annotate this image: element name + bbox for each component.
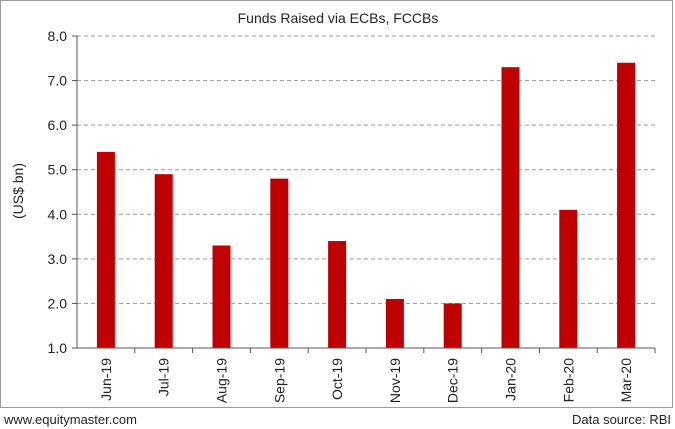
y-tick-label: 1.0: [48, 340, 68, 356]
x-tick-label: Nov-19: [387, 358, 403, 403]
axes: [72, 35, 656, 353]
chart-title: Funds Raised via ECBs, FCCBs: [238, 10, 439, 26]
data-source: Data source: RBI: [572, 412, 671, 427]
y-tick-label: 4.0: [48, 206, 68, 222]
bar-jan-20: [501, 67, 520, 348]
x-tick-label: Mar-20: [618, 358, 634, 403]
bar-dec-19: [443, 303, 462, 348]
bar-feb-20: [559, 209, 578, 348]
y-tick-label: 6.0: [48, 117, 68, 133]
x-tick-label: Jul-19: [156, 358, 172, 396]
x-tick-label: Aug-19: [214, 358, 230, 403]
y-tick-labels: 1.0 2.0 3.0 4.0 5.0 6.0 7.0 8.0: [48, 28, 68, 356]
y-axis-label: (US$ bn): [10, 163, 26, 219]
x-tick-label: Jun-19: [98, 358, 114, 401]
x-tick-label: Feb-20: [560, 358, 576, 403]
y-tick-label: 8.0: [48, 28, 68, 44]
website-credit: www.equitymaster.com: [4, 412, 137, 427]
x-tick-labels: Jun-19 Jul-19 Aug-19 Sep-19 Oct-19 Nov-19 Dec-…: [98, 358, 634, 403]
bar-jul-19: [154, 174, 173, 348]
chart-frame: Funds Raised via ECBs, FCCBs (US$ bn) 1.…: [0, 0, 673, 408]
y-tick-label: 3.0: [48, 251, 68, 267]
grid-lines: [77, 35, 655, 304]
x-tick-label: Jan-20: [503, 358, 519, 401]
bar-chart: Funds Raised via ECBs, FCCBs (US$ bn) 1.…: [10, 10, 656, 403]
x-tick-label: Dec-19: [445, 358, 461, 403]
bar-mar-20: [617, 62, 636, 348]
bar-jun-19: [96, 151, 115, 348]
x-tick-label: Sep-19: [271, 358, 287, 403]
y-tick-label: 2.0: [48, 295, 68, 311]
y-tick-label: 5.0: [48, 162, 68, 178]
bars: [96, 62, 636, 348]
bar-oct-19: [328, 241, 347, 348]
bar-aug-19: [212, 245, 231, 348]
bar-sep-19: [270, 178, 289, 348]
y-tick-label: 7.0: [48, 73, 68, 89]
bar-nov-19: [385, 298, 404, 348]
x-tick-label: Oct-19: [329, 358, 345, 400]
